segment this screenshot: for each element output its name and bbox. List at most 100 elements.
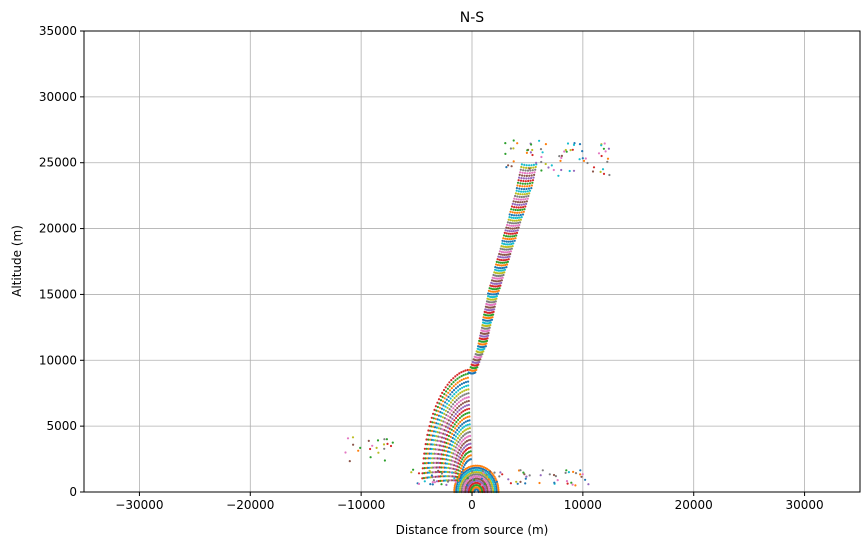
x-tick-label: −30000 xyxy=(115,498,163,512)
data-point xyxy=(498,250,501,253)
data-point xyxy=(462,410,465,413)
data-point xyxy=(500,281,503,284)
data-point xyxy=(447,419,450,422)
data-point xyxy=(505,235,508,238)
data-point xyxy=(552,168,555,172)
data-point xyxy=(443,397,446,400)
data-point xyxy=(564,471,567,474)
data-point xyxy=(499,272,502,275)
data-point xyxy=(434,448,437,451)
data-point xyxy=(517,179,520,182)
data-point xyxy=(494,481,497,484)
data-point xyxy=(510,216,513,219)
data-point xyxy=(456,472,459,475)
data-point xyxy=(477,469,480,472)
data-point xyxy=(463,401,466,404)
data-point xyxy=(431,471,434,474)
data-point xyxy=(501,473,504,476)
data-point xyxy=(503,242,506,246)
data-point xyxy=(444,437,447,440)
data-point xyxy=(495,280,498,283)
data-point xyxy=(514,200,517,203)
data-point xyxy=(455,402,459,406)
data-point xyxy=(460,415,463,418)
data-point xyxy=(463,483,466,486)
data-point xyxy=(437,414,440,417)
data-point xyxy=(460,440,463,443)
data-point xyxy=(453,396,456,400)
data-point xyxy=(421,467,424,470)
data-point xyxy=(505,245,509,249)
data-point xyxy=(530,177,533,180)
data-point xyxy=(527,179,530,183)
data-point xyxy=(521,208,524,211)
data-point xyxy=(501,256,504,259)
data-point xyxy=(463,454,466,457)
data-point xyxy=(463,389,466,392)
data-point xyxy=(449,475,452,478)
data-point xyxy=(461,468,464,471)
data-point xyxy=(506,256,509,259)
data-point xyxy=(462,406,465,409)
data-point xyxy=(497,274,500,278)
data-point xyxy=(473,466,476,469)
data-point xyxy=(382,443,386,446)
data-point xyxy=(530,187,533,190)
data-point xyxy=(510,242,513,246)
data-point xyxy=(438,453,441,456)
data-point xyxy=(412,468,415,471)
data-point xyxy=(497,266,501,270)
data-point xyxy=(438,444,441,447)
data-point xyxy=(437,469,440,472)
data-point xyxy=(566,142,570,145)
data-point xyxy=(491,485,494,488)
data-point xyxy=(448,467,451,470)
data-point xyxy=(458,430,461,433)
data-point xyxy=(463,429,466,432)
data-point xyxy=(457,487,460,490)
data-point xyxy=(484,489,487,492)
data-point xyxy=(468,430,471,434)
y-tick-label: 20000 xyxy=(39,222,77,236)
data-point xyxy=(466,427,470,430)
data-point xyxy=(385,438,388,441)
data-point xyxy=(498,282,501,285)
data-point xyxy=(445,413,448,417)
data-point xyxy=(502,264,505,267)
data-point xyxy=(352,443,355,446)
data-point xyxy=(487,485,490,488)
data-point xyxy=(494,271,497,274)
data-point xyxy=(531,179,535,182)
data-point xyxy=(511,240,514,243)
data-point xyxy=(500,245,503,248)
data-point xyxy=(450,424,453,427)
data-point xyxy=(431,443,434,446)
data-point xyxy=(479,465,482,468)
data-point xyxy=(520,163,524,166)
data-point xyxy=(446,470,449,474)
data-point xyxy=(502,237,505,240)
data-point xyxy=(391,441,394,444)
data-point xyxy=(348,460,351,463)
data-point xyxy=(531,181,534,184)
data-point xyxy=(434,471,437,474)
data-point xyxy=(432,417,435,420)
data-point xyxy=(516,201,520,204)
data-point xyxy=(457,389,460,392)
data-point xyxy=(513,239,516,242)
data-point xyxy=(466,419,469,422)
data-point xyxy=(511,232,514,235)
data-point xyxy=(477,473,480,476)
data-point xyxy=(522,190,525,193)
data-point xyxy=(451,471,454,474)
data-point xyxy=(457,469,460,472)
data-point xyxy=(436,418,439,421)
data-point xyxy=(465,388,468,391)
data-point xyxy=(427,438,430,441)
data-point xyxy=(461,448,464,451)
data-point xyxy=(517,198,520,201)
data-point xyxy=(495,274,498,277)
data-point xyxy=(565,480,569,483)
data-point xyxy=(504,251,507,254)
data-point xyxy=(468,415,471,418)
